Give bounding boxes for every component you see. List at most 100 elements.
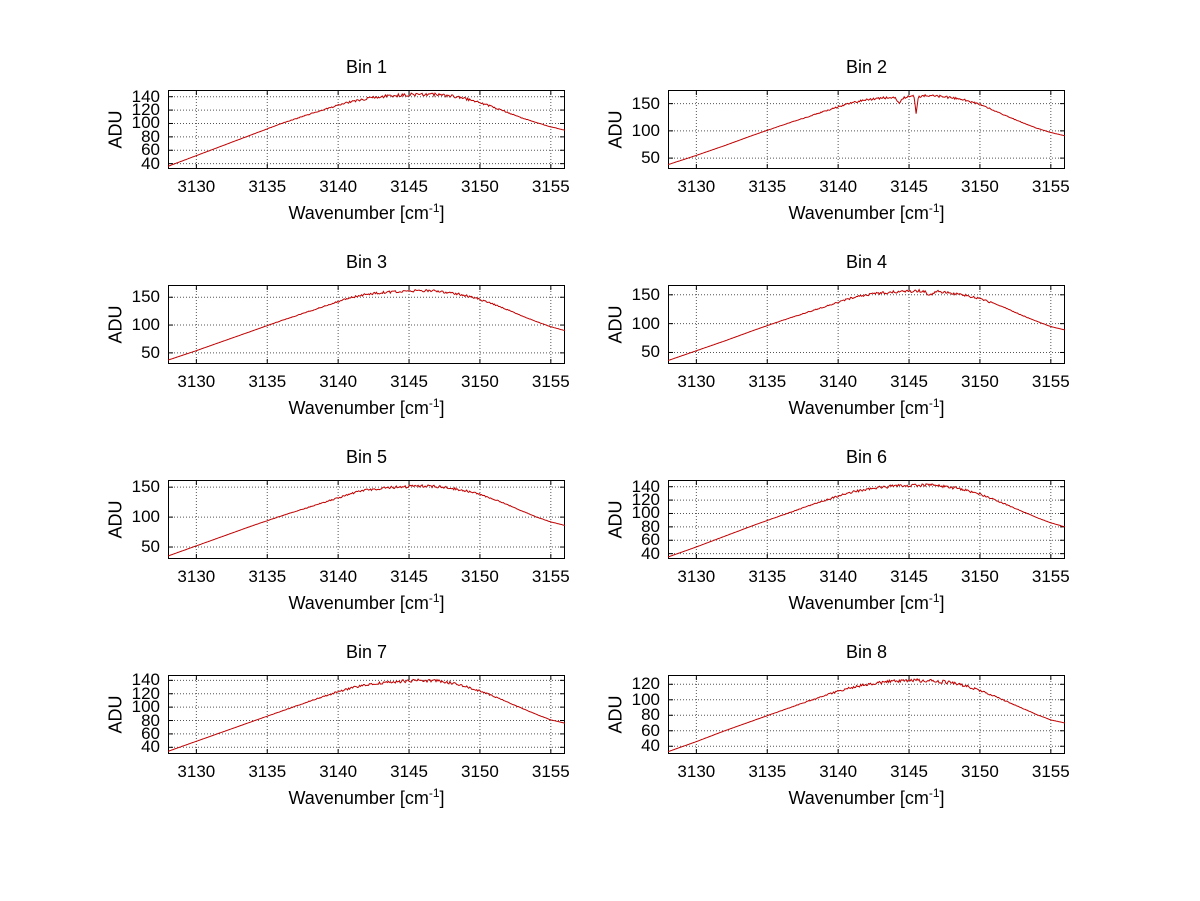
x-tick-label: 3135 [748,567,787,586]
plot-area-bin-7 [167,675,566,754]
plot-area-bin-8 [667,675,1066,754]
x-tick-label: 3130 [677,567,716,586]
data-series-spectrum [167,483,566,557]
y-tick-label: 150 [631,284,660,304]
x-axis-label-text: Wavenumber [cm [288,203,429,223]
x-axis-label-sup: -1 [928,201,940,215]
x-tick-label: 3155 [1031,177,1070,196]
y-tick-label: 100 [131,697,160,717]
x-axis-label-close: ] [439,203,445,223]
x-tick-label: 3140 [819,372,858,391]
data-series-spectrum [667,677,1066,753]
y-tick-label: 100 [131,113,160,133]
plot-area-bin-2 [667,90,1066,169]
x-tick-label: 3140 [819,762,858,781]
x-tick-label: 3150 [461,567,499,586]
subplot-title-bin-4: Bin 4 [845,252,888,272]
plot-area-bin-6 [667,480,1066,559]
axis-box [668,90,1065,169]
y-tick-label: 50 [641,342,660,362]
x-tick-label: 3130 [677,177,716,196]
x-tick-label: 3145 [890,762,928,781]
x-axis-label-close: ] [439,398,445,418]
x-tick-label: 3150 [461,177,499,196]
subplot-title-bin-3: Bin 3 [345,252,388,272]
axis-box [168,480,565,559]
axis-box [668,675,1065,754]
x-tick-label: 3140 [819,567,858,586]
y-tick-label: 80 [141,126,160,146]
y-tick-label: 120 [631,490,660,510]
x-tick-label: 3145 [390,372,428,391]
x-axis-label: Wavenumber [cm-1] [668,591,1065,614]
x-tick-label: 3145 [390,567,428,586]
x-axis-label: Wavenumber [cm-1] [168,201,565,224]
y-tick-label: 100 [131,315,160,335]
x-tick-label: 3150 [961,177,999,196]
x-tick-label: 3145 [390,762,428,781]
x-tick-label: 3145 [890,567,928,586]
x-axis-label-close: ] [439,593,445,613]
y-tick-label: 100 [131,507,160,527]
data-series-spectrum [167,678,566,752]
x-axis-label: Wavenumber [cm-1] [168,396,565,419]
subplot-title-bin-8: Bin 8 [845,642,888,662]
x-tick-label: 3135 [748,177,787,196]
x-tick-label: 3145 [390,177,428,196]
y-tick-label: 120 [131,100,160,120]
data-series-spectrum [167,92,566,167]
y-tick-label: 40 [641,543,660,563]
x-tick-label: 3135 [248,177,287,196]
x-tick-label: 3130 [177,372,216,391]
data-series-spectrum [667,483,1066,558]
y-tick-label: 140 [131,86,160,106]
x-tick-label: 3140 [819,177,858,196]
x-tick-label: 3130 [677,372,716,391]
x-tick-label: 3135 [248,762,287,781]
x-tick-label: 3155 [531,372,570,391]
y-tick-label: 100 [631,313,660,333]
x-axis-label-sup: -1 [928,396,940,410]
y-tick-label: 40 [641,736,660,756]
x-axis-label-close: ] [939,788,945,808]
x-tick-label: 3140 [319,567,358,586]
y-tick-label: 50 [641,148,660,168]
axis-box [168,675,565,754]
x-axis-label-close: ] [939,203,945,223]
y-tick-label: 60 [641,720,660,740]
data-series-spectrum [167,288,566,361]
x-tick-label: 3145 [890,177,928,196]
x-axis-label-sup: -1 [428,591,440,605]
y-tick-label: 40 [141,153,160,173]
y-tick-label: 60 [141,140,160,160]
plot-area-bin-3 [167,285,566,364]
x-axis-label-text: Wavenumber [cm [288,593,429,613]
x-axis-label-sup: -1 [928,591,940,605]
x-axis-label-close: ] [439,788,445,808]
x-axis-label: Wavenumber [cm-1] [168,786,565,809]
x-tick-label: 3140 [319,177,358,196]
x-axis-label-text: Wavenumber [cm [788,398,929,418]
x-axis-label: Wavenumber [cm-1] [668,786,1065,809]
x-tick-label: 3140 [319,762,358,781]
x-tick-label: 3150 [961,567,999,586]
x-tick-label: 3155 [531,567,570,586]
x-tick-label: 3150 [961,372,999,391]
x-axis-label: Wavenumber [cm-1] [668,396,1065,419]
x-tick-label: 3140 [319,372,358,391]
axis-box [168,285,565,364]
x-tick-label: 3145 [890,372,928,391]
x-tick-label: 3150 [461,762,499,781]
y-tick-label: 60 [141,723,160,743]
x-tick-label: 3155 [1031,567,1070,586]
y-tick-label: 60 [641,530,660,550]
x-tick-label: 3130 [677,762,716,781]
data-series-spectrum [667,288,1066,361]
plot-area-bin-4 [667,285,1066,364]
x-axis-label-text: Wavenumber [cm [788,593,929,613]
y-tick-label: 80 [641,705,660,725]
y-tick-label: 140 [631,476,660,496]
x-tick-label: 3130 [177,762,216,781]
x-axis-label-text: Wavenumber [cm [288,398,429,418]
x-tick-label: 3155 [1031,762,1070,781]
